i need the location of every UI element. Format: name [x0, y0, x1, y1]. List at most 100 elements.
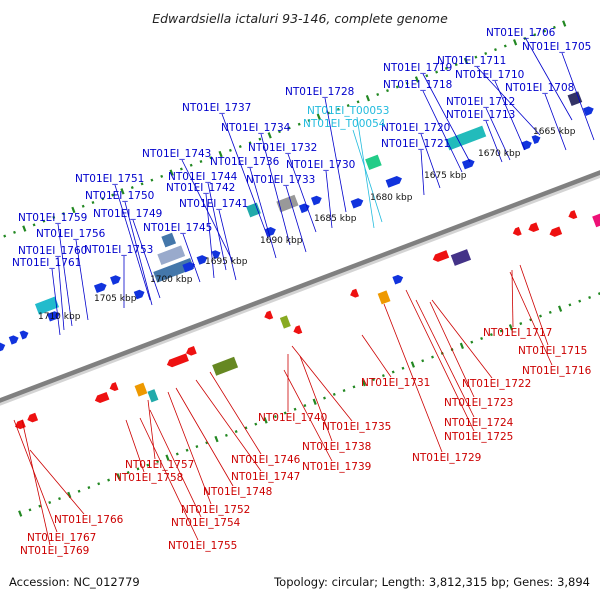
leader-line [57, 223, 73, 327]
lower-tick [459, 342, 464, 350]
scale-label: 1710 kbp [38, 312, 81, 322]
trna-gene-label: NT01EI_T00053 [307, 105, 389, 117]
upper-tick [120, 188, 125, 195]
reverse-gene-arrow [512, 226, 522, 236]
upper-gene-label: NT01EI_1744 [168, 171, 238, 183]
lower-tick [185, 448, 189, 452]
leader-line [324, 97, 347, 213]
leader-line [420, 149, 425, 196]
upper-tick [513, 39, 518, 46]
upper-gene-label: NT01EI_1737 [182, 102, 251, 114]
lower-tick [136, 467, 140, 471]
leader-line [561, 52, 595, 141]
forward-gene-arrow [93, 282, 107, 294]
leader-line [525, 38, 573, 121]
scale-label: 1675 kbp [424, 171, 467, 181]
leader-line [139, 417, 199, 541]
reverse-gene-arrow [186, 346, 197, 356]
lower-tick [578, 299, 582, 303]
upper-gene-label: NT01EI_1730 [286, 159, 355, 171]
lower-tick [293, 407, 297, 411]
lower-tick [28, 508, 32, 512]
lower-gene-label: NT01EI_1738 [302, 441, 371, 453]
lower-gene-label: NT01EI_1747 [231, 471, 300, 483]
lower-tick [597, 292, 600, 296]
upper-tick [199, 159, 203, 163]
reverse-gene-arrow [350, 288, 359, 298]
leader-line [431, 299, 493, 379]
lower-gene-label: NT01EI_1731 [361, 377, 430, 389]
lower-gene-label: NT01EI_1715 [518, 345, 587, 357]
lower-gene-label: NT01EI_1724 [444, 417, 514, 429]
upper-gene-label: NT01EI_1728 [285, 86, 354, 98]
lower-gene-label: NT01EI_1766 [54, 514, 124, 526]
leader-line [221, 113, 269, 239]
lower-tick [303, 404, 307, 408]
gene-block [160, 231, 177, 249]
gene-block [133, 381, 149, 398]
lower-tick [195, 445, 199, 449]
gene-block [275, 194, 300, 214]
upper-tick [52, 215, 56, 219]
lower-tick [519, 322, 523, 326]
upper-tick [248, 141, 252, 145]
scale-label: 1680 kbp [370, 193, 413, 203]
upper-gene-label: NT01EI_1719 [383, 62, 452, 74]
leader-line [544, 93, 567, 151]
lower-gene-label: NT01EI_1723 [444, 397, 513, 409]
upper-tick [494, 48, 497, 52]
gene-label-layer: NT01EI_1706NT01EI_1705NT01EI_1711NT01EI_… [12, 27, 592, 557]
lower-gene-label: NT01EI_1758 [114, 472, 183, 484]
lower-tick [489, 333, 493, 337]
upper-gene-label: NT01EI_1761 [12, 257, 81, 269]
leader-line [207, 182, 227, 271]
leader-line [485, 107, 511, 161]
upper-gene-label: NT01EI_1705 [522, 41, 591, 53]
leader-line [75, 239, 89, 321]
scale-label: 1695 kbp [205, 257, 248, 267]
lower-tick [263, 417, 268, 424]
lower-tick [391, 370, 395, 374]
leader-line [182, 233, 201, 283]
lower-tick [312, 398, 317, 405]
gene-block [376, 289, 392, 306]
forward-gene-arrow [461, 159, 475, 170]
upper-gene-label: NT01EI_1753 [84, 244, 153, 256]
lower-tick [558, 305, 563, 312]
upper-tick [150, 178, 154, 182]
upper-tick [444, 66, 448, 70]
leader-line [125, 419, 145, 473]
forward-gene-arrow [182, 262, 196, 273]
lower-tick [18, 510, 23, 517]
leader-line [283, 369, 333, 462]
reverse-gene-arrow [293, 325, 303, 335]
scale-label: 1700 kbp [150, 275, 193, 285]
forward-gene-arrow [47, 311, 60, 322]
upper-gene-label: NT01EI_1741 [179, 198, 248, 210]
leader-line [287, 153, 317, 233]
upper-tick [81, 204, 85, 208]
upper-tick [562, 20, 567, 27]
leader-line [383, 303, 443, 453]
upper-gene-label: NT01EI_1708 [505, 82, 574, 94]
upper-gene-label: NT01EI_1711 [437, 55, 506, 67]
upper-tick [425, 74, 429, 78]
lower-gene-label: NT01EI_1739 [302, 461, 371, 473]
leader-line [415, 299, 475, 418]
upper-gene-label: NT01EI_1749 [93, 208, 162, 220]
lower-tick [470, 340, 474, 344]
upper-tick [267, 132, 272, 139]
lower-tick [116, 473, 121, 480]
lower-tick [214, 435, 219, 443]
leader-line [509, 271, 553, 366]
upper-tick [22, 225, 27, 232]
forward-gene-arrow [211, 250, 221, 260]
leader-line [132, 219, 161, 299]
upper-gene-label: NT01EI_1712 [446, 96, 515, 108]
upper-gene-label: NT01EI_1720 [381, 122, 450, 134]
upper-tick [336, 107, 340, 111]
lower-gene-label: NT01EI_1735 [322, 421, 391, 433]
forward-gene-arrow [310, 195, 322, 206]
lower-gene-label: NT01EI_1746 [231, 454, 301, 466]
lower-tick [77, 489, 81, 493]
